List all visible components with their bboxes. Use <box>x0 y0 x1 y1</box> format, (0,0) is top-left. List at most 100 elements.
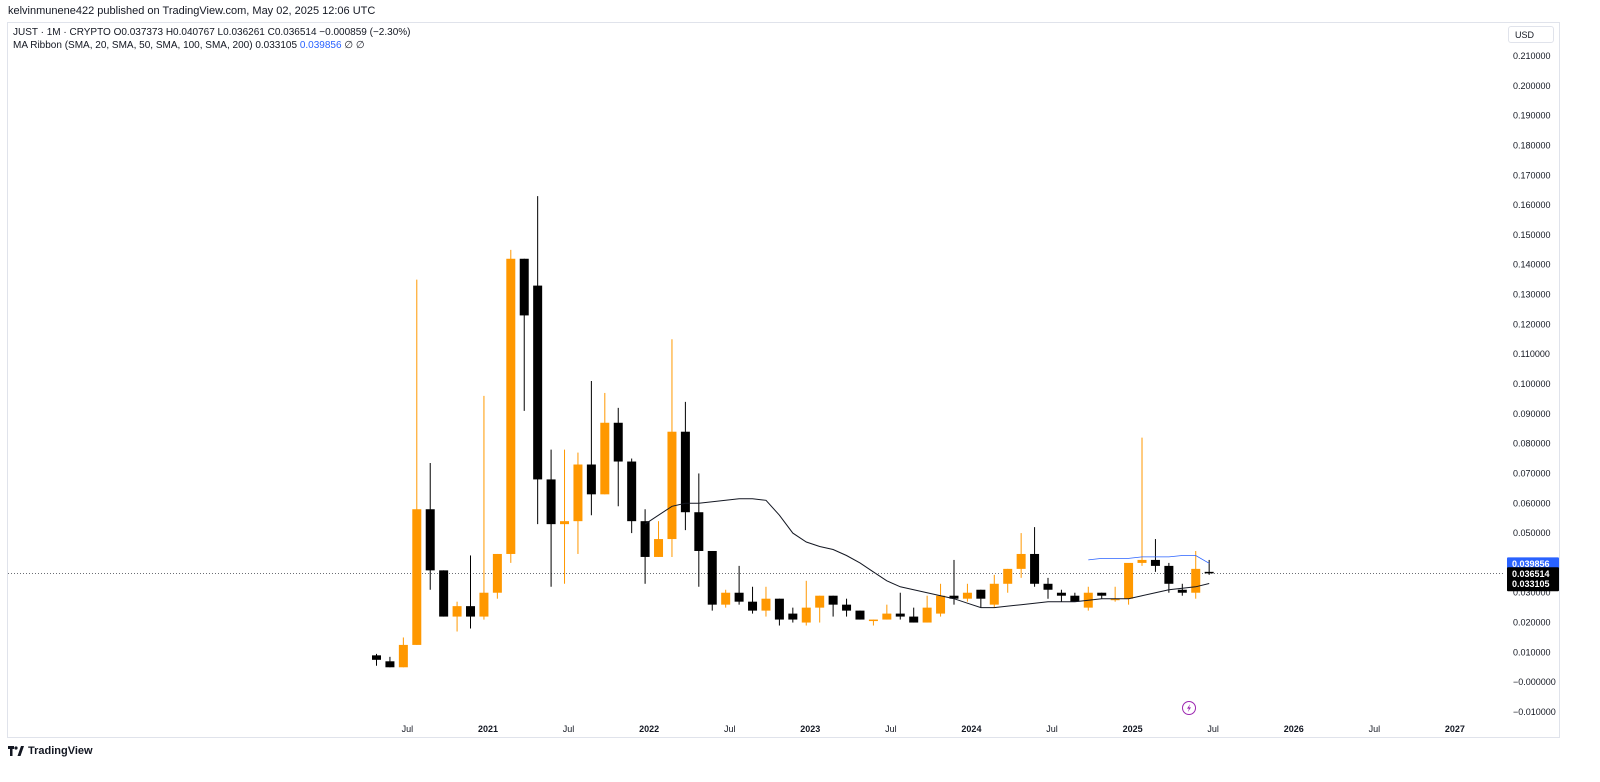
last-price-label: 0.036514 <box>1512 569 1550 579</box>
candle-body <box>721 592 731 605</box>
chart-frame <box>7 22 1560 738</box>
candle-body <box>1204 571 1214 574</box>
x-tick-label: Jul <box>1369 724 1381 734</box>
footer-brand: TradingView <box>28 745 93 757</box>
candle-body <box>654 539 664 557</box>
y-tick-label: 0.150000 <box>1513 230 1551 240</box>
x-tick-label: 2022 <box>639 724 659 734</box>
candle-body <box>1043 583 1053 590</box>
x-tick-label: Jul <box>1046 724 1058 734</box>
candle-body <box>828 595 838 605</box>
candle-body <box>801 607 811 623</box>
y-tick-label: 0.120000 <box>1513 319 1551 329</box>
candle-body <box>1177 589 1187 593</box>
candle-body <box>600 422 610 495</box>
y-tick-label: 0.170000 <box>1513 170 1551 180</box>
candle-body <box>519 258 529 316</box>
ma-ribbon-legend[interactable]: MA Ribbon (SMA, 20, SMA, 50, SMA, 100, S… <box>13 40 365 51</box>
candle-body <box>680 431 690 513</box>
candle-body <box>586 464 596 495</box>
ma50-value: 0.039856 <box>299 40 342 51</box>
y-tick-label: 0.140000 <box>1513 260 1551 270</box>
candle-body <box>1003 568 1013 584</box>
y-tick-label: 0.100000 <box>1513 379 1551 389</box>
y-tick-label: 0.210000 <box>1513 51 1551 61</box>
candle-body <box>1191 568 1201 593</box>
y-tick-label: 0.080000 <box>1513 439 1551 449</box>
ma-ribbon-values: MA Ribbon (SMA, 20, SMA, 50, SMA, 100, S… <box>13 40 298 51</box>
candle-body <box>533 285 543 480</box>
candle-body <box>573 464 583 522</box>
y-tick-label: 0.060000 <box>1513 498 1551 508</box>
candle-body <box>936 595 946 614</box>
candle-body <box>466 606 476 617</box>
candle-body <box>976 589 986 599</box>
y-tick-label: 0.090000 <box>1513 409 1551 419</box>
ma20-price-label-bg <box>1507 577 1559 590</box>
candle-body <box>506 258 516 554</box>
publish-info: kelvinmunene422 published on TradingView… <box>8 5 376 17</box>
candle-body <box>1150 559 1160 566</box>
x-tick-label: 2025 <box>1123 724 1143 734</box>
candle-body <box>1030 553 1040 584</box>
candle-body <box>895 613 905 617</box>
candle-body <box>546 479 556 525</box>
candle-body <box>560 521 570 525</box>
y-tick-label: 0.070000 <box>1513 468 1551 478</box>
candle-body <box>842 604 852 611</box>
y-tick-label: −0.000000 <box>1513 677 1556 687</box>
candle-body <box>479 592 489 617</box>
candle-body <box>748 601 758 611</box>
candle-body <box>425 509 435 571</box>
x-tick-label: 2023 <box>800 724 820 734</box>
x-tick-label: Jul <box>402 724 414 734</box>
candle-body <box>761 598 771 611</box>
candle-body <box>1110 598 1120 601</box>
ma20-price-label: 0.033105 <box>1512 579 1550 589</box>
candle-body <box>962 592 972 599</box>
candle-body <box>667 431 677 540</box>
lightning-bolt-icon <box>1187 704 1192 712</box>
y-tick-label: 0.110000 <box>1513 349 1550 359</box>
candle-body <box>1097 592 1107 596</box>
y-tick-label: −0.010000 <box>1513 707 1556 717</box>
candle-body <box>815 595 825 608</box>
y-tick-label: 0.200000 <box>1513 81 1551 91</box>
candle-body <box>694 512 704 551</box>
tradingview-logo[interactable]: TradingView <box>8 745 93 757</box>
x-tick-label: Jul <box>563 724 575 734</box>
x-tick-label: Jul <box>724 724 736 734</box>
candle-body <box>989 583 999 605</box>
ma50-price-label: 0.039856 <box>1512 559 1550 569</box>
candle-body <box>855 610 865 620</box>
ma-empty-values: ∅ ∅ <box>344 40 365 51</box>
candle-body <box>922 607 932 623</box>
y-tick-label: 0.010000 <box>1513 647 1551 657</box>
candle-body <box>640 521 650 557</box>
ma20-line <box>644 498 1210 609</box>
ma50-line <box>1088 555 1210 564</box>
candle-body <box>412 509 422 645</box>
currency-button[interactable]: USD <box>1508 26 1554 43</box>
ma50-price-label-bg <box>1507 557 1559 570</box>
candle-body <box>788 613 798 620</box>
symbol-legend[interactable]: JUST · 1M · CRYPTO O0.037373 H0.040767 L… <box>13 27 411 38</box>
y-tick-label: 0.050000 <box>1513 528 1551 538</box>
candle-body <box>1164 565 1174 584</box>
candle-body <box>492 553 502 593</box>
candle-body <box>734 592 744 602</box>
candle-body <box>439 570 449 617</box>
candle-body <box>1070 595 1080 602</box>
candle-body <box>868 619 878 622</box>
candle-body <box>949 595 959 599</box>
candle-body <box>707 550 717 605</box>
candle-body <box>452 606 462 617</box>
candle-body <box>613 422 623 462</box>
x-tick-label: 2027 <box>1445 724 1465 734</box>
candle-body <box>1016 553 1026 569</box>
candle-body <box>909 616 919 623</box>
x-tick-label: 2026 <box>1284 724 1304 734</box>
candle-body <box>882 613 892 620</box>
x-tick-label: 2024 <box>961 724 981 734</box>
